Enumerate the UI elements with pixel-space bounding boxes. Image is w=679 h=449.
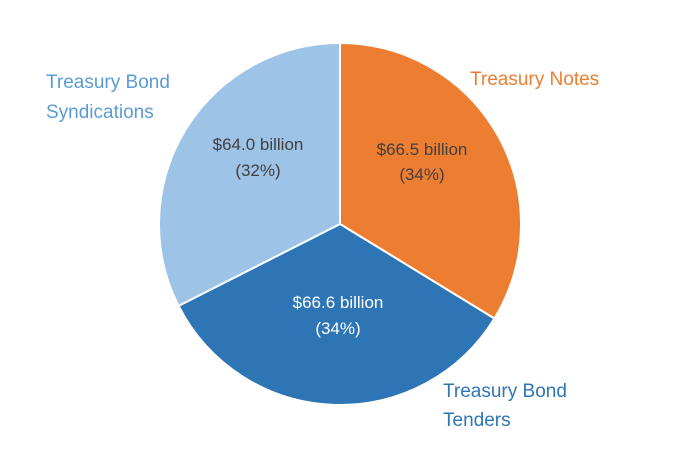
data-label-value-treasury-bond-tenders: $66.6 billion xyxy=(293,293,384,312)
pie-slice-treasury-notes xyxy=(339,42,522,320)
pie-slice-treasury-bond-syndications xyxy=(158,42,341,307)
data-label-percent-treasury-bond-syndications: (32%) xyxy=(235,161,280,180)
pie-slice-treasury-bond-tenders xyxy=(177,223,496,406)
category-label-treasury-bond-tenders-line-1: Treasury Bond xyxy=(443,381,567,402)
data-label-percent-treasury-notes: (34%) xyxy=(399,165,444,184)
category-label-treasury-bond-syndications-line-2: Syndications xyxy=(46,102,154,123)
data-label-value-treasury-bond-syndications: $64.0 billion xyxy=(213,135,304,154)
data-label-value-treasury-notes: $66.5 billion xyxy=(377,140,468,159)
category-label-treasury-notes-line-1: Treasury Notes xyxy=(470,69,599,90)
pie-labels: Treasury Notes $66.5 billion (34%) Treasury… xyxy=(46,69,599,431)
pie-slices xyxy=(158,42,522,406)
category-label-treasury-bond-syndications-line-1: Treasury Bond xyxy=(46,72,170,93)
data-label-percent-treasury-bond-tenders: (34%) xyxy=(315,319,360,338)
category-label-treasury-bond-tenders-line-2: Tenders xyxy=(443,410,511,431)
